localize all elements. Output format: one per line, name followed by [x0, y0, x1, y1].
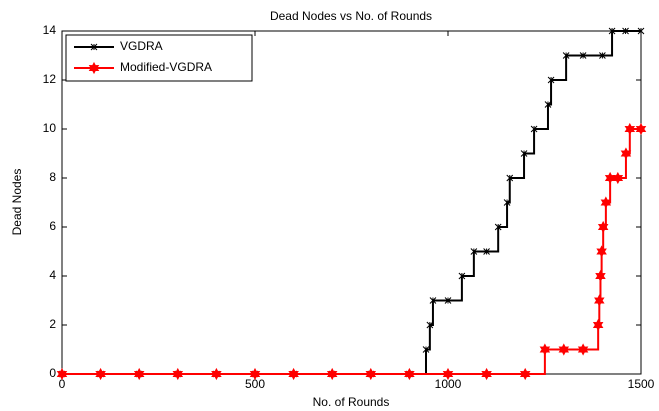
marker [56, 367, 68, 381]
marker [635, 122, 647, 136]
x-tick-label: 500 [245, 377, 265, 391]
marker [595, 269, 606, 283]
marker [599, 52, 606, 59]
marker [558, 343, 570, 356]
marker [622, 27, 629, 35]
y-tick-label: 8 [49, 170, 56, 184]
marker [506, 174, 514, 182]
marker [539, 343, 551, 356]
marker [429, 297, 437, 304]
marker [597, 220, 609, 234]
marker [172, 367, 184, 381]
marker [612, 171, 624, 185]
marker [365, 367, 377, 381]
marker [404, 367, 415, 381]
y-tick-label: 4 [49, 268, 56, 282]
line-step [525, 349, 546, 375]
marker [624, 122, 636, 136]
marker [520, 150, 528, 157]
marker [483, 248, 490, 255]
marker [470, 248, 478, 255]
marker [90, 43, 98, 51]
y-tick-label: 14 [43, 23, 57, 37]
marker [579, 52, 587, 59]
y-tick-label: 0 [49, 366, 56, 380]
marker [503, 199, 511, 206]
marker [620, 147, 632, 160]
x-tick-label: 1500 [628, 377, 655, 391]
y-tick-label: 6 [49, 219, 56, 233]
marker [494, 223, 502, 231]
chart-title: Dead Nodes vs No. of Rounds [270, 9, 432, 23]
y-tick-label: 2 [49, 317, 56, 331]
marker [547, 76, 555, 84]
line-step [498, 202, 509, 228]
x-tick-label: 0 [59, 377, 66, 391]
plot-area [61, 30, 642, 375]
marker [637, 27, 645, 35]
x-tick-label: 1000 [435, 377, 462, 391]
line-step [547, 80, 553, 106]
marker [519, 367, 531, 381]
legend-label: Modified-VGDRA [120, 60, 212, 74]
marker [530, 125, 538, 133]
marker [594, 294, 605, 307]
legend: VGDRA Modified-VGDRA [65, 34, 253, 82]
x-axis-label: No. of Rounds [313, 395, 390, 409]
marker [577, 343, 589, 356]
marker [95, 367, 106, 381]
line-step [602, 31, 614, 57]
marker [326, 367, 338, 381]
line-step [425, 325, 431, 351]
marker [444, 297, 452, 304]
marker [211, 367, 222, 381]
marker [133, 367, 145, 381]
marker [88, 61, 100, 75]
line-step [534, 104, 549, 130]
y-axis-label: Dead Nodes [10, 169, 24, 236]
y-tick-label: 12 [43, 72, 57, 86]
marker [562, 52, 570, 59]
line-step [486, 227, 500, 253]
marker [592, 318, 604, 332]
line-step [507, 178, 511, 204]
line-step [583, 325, 600, 351]
line-step [448, 276, 463, 302]
line-step [461, 251, 475, 277]
marker [426, 321, 434, 329]
marker [288, 367, 299, 381]
legend-box [65, 34, 253, 82]
y-tick-label: 10 [43, 121, 57, 135]
line-step [429, 300, 434, 326]
marker [481, 367, 492, 381]
marker [600, 196, 612, 209]
marker [544, 101, 552, 108]
marker [596, 245, 607, 258]
marker [608, 27, 616, 35]
marker [458, 272, 466, 280]
marker [422, 346, 430, 353]
marker [249, 367, 261, 381]
marker [442, 367, 454, 381]
line-step [524, 129, 536, 155]
line-step [551, 55, 568, 81]
line-step [509, 153, 526, 179]
legend-label: VGDRA [120, 39, 163, 53]
